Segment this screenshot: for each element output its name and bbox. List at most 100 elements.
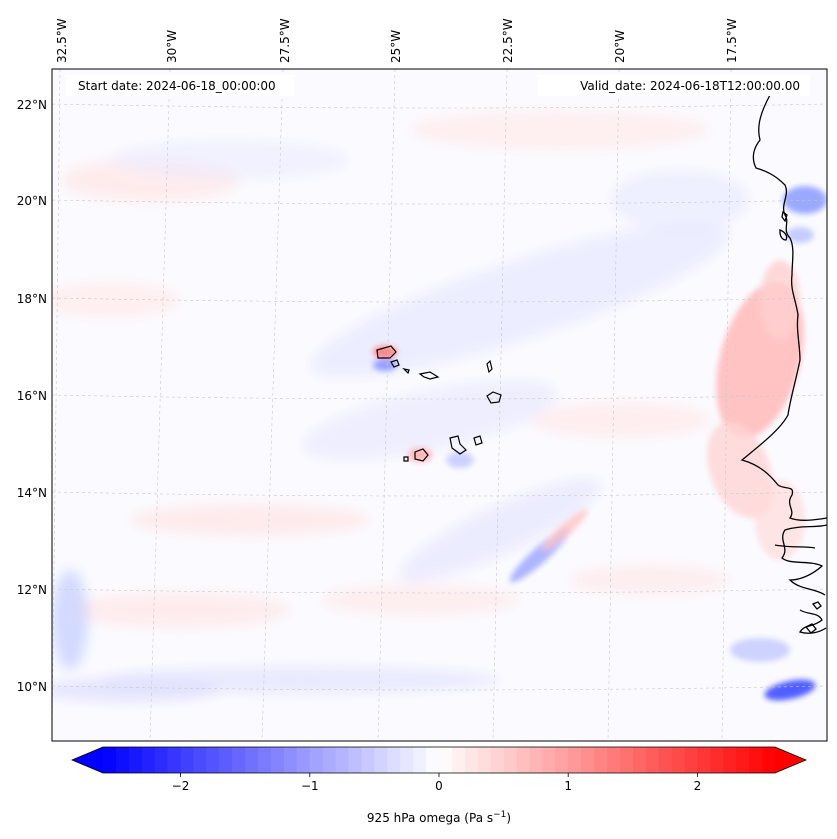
lat-label: 18°N — [17, 292, 47, 306]
colorbar-segment — [439, 747, 453, 773]
colorbar-low-extension — [72, 747, 103, 773]
colorbar-segment — [684, 747, 698, 773]
colorbar-segment — [258, 747, 272, 773]
colorbar-segment — [568, 747, 582, 773]
map-border — [51, 68, 828, 742]
colorbar-segment — [555, 747, 569, 773]
lat-label: 22°N — [17, 98, 47, 112]
island-santa-luzia — [402, 368, 410, 375]
colorbar-segment — [387, 747, 401, 773]
colorbar-segment — [736, 747, 750, 773]
colorbar-segment — [671, 747, 686, 773]
colorbar-segment — [219, 747, 233, 773]
lon-label: 27.5°W — [278, 18, 292, 63]
coast-bijagos-2 — [811, 601, 822, 610]
colorbar-segment — [516, 747, 530, 773]
island-sao-nicolau — [418, 371, 440, 380]
lon-label: 25°W — [389, 30, 403, 63]
graticule — [52, 69, 827, 741]
colorbar-segment — [451, 747, 466, 773]
lat-label: 14°N — [17, 486, 47, 500]
colorbar-segment — [632, 747, 647, 773]
omega-field-background — [52, 110, 750, 702]
valid-date-label: Valid_date: 2024-06-18T12:00:00.00 — [580, 79, 800, 93]
colorbar-segment — [749, 747, 763, 773]
lon-label: 22.5°W — [501, 18, 515, 63]
colorbar-segment — [607, 747, 621, 773]
colorbar-segment — [245, 747, 259, 773]
colorbar-segment — [426, 747, 440, 773]
colorbar-segment — [193, 747, 207, 773]
island-sal — [486, 359, 493, 374]
island-brava — [403, 456, 409, 462]
colorbar-segment — [361, 747, 375, 773]
colorbar-segment — [103, 747, 117, 773]
colorbar-segment — [658, 747, 673, 773]
colorbar-segment — [206, 747, 220, 773]
colorbar-segment — [271, 747, 285, 773]
colorbar-segment — [322, 747, 337, 773]
colorbar-tick-label: 0 — [435, 779, 443, 793]
island-maio — [473, 435, 483, 446]
colorbar-segment — [645, 747, 660, 773]
coast-bissagos — [804, 623, 817, 634]
colorbar-segment — [400, 747, 414, 773]
colorbar-segment — [296, 747, 311, 773]
colorbar-tick-label: 1 — [564, 779, 572, 793]
colorbar-segment — [141, 747, 156, 773]
colorbar-segment — [594, 747, 608, 773]
lon-label: 20°W — [613, 30, 627, 63]
colorbar-label: 925 hPa omega (Pa s−1) — [367, 810, 511, 825]
colorbar-high-extension — [775, 747, 806, 773]
colorbar-segment — [154, 747, 169, 773]
latitude-labels: 22°N 20°N 18°N 16°N 14°N 12°N 10°N — [17, 98, 47, 694]
lat-label: 12°N — [17, 583, 47, 597]
colorbar-segment — [529, 747, 543, 773]
colorbar-segment — [413, 747, 427, 773]
island-fogo — [414, 448, 429, 462]
colorbar-segment — [374, 747, 388, 773]
colorbar-segment — [503, 747, 518, 773]
colorbar-segment — [723, 747, 737, 773]
colorbar-segment — [309, 747, 324, 773]
colorbar-segment — [490, 747, 505, 773]
cabo-verde-islands — [376, 345, 502, 462]
colorbar-outline — [70, 746, 808, 774]
lon-label: 30°W — [165, 30, 179, 63]
colorbar-segment — [180, 747, 194, 773]
island-sao-vicente — [390, 359, 400, 368]
colorbar-segment — [581, 747, 595, 773]
colorbar-segment — [283, 747, 298, 773]
gambia-river — [774, 544, 816, 549]
lat-label: 16°N — [17, 389, 47, 403]
lat-label: 10°N — [17, 680, 47, 694]
colorbar-segment — [542, 747, 556, 773]
colorbar-segment — [477, 747, 492, 773]
colorbar-segment — [710, 747, 724, 773]
colorbar-tick-label: −2 — [172, 779, 190, 793]
africa-coastline — [740, 94, 827, 521]
start-date-box — [66, 75, 294, 96]
island-santo-antao — [376, 345, 397, 359]
colorbar: −2 −1 0 1 2 925 hPa omega (Pa s−1) — [70, 746, 808, 825]
colorbar-segment — [128, 747, 143, 773]
cape-blanc — [781, 210, 788, 223]
colorbar-tick-label: −1 — [301, 779, 319, 793]
colorbar-segment — [115, 747, 130, 773]
lon-label: 17.5°W — [725, 18, 739, 63]
colorbar-segment — [348, 747, 362, 773]
colorbar-segment — [762, 747, 776, 773]
island-boa-vista — [486, 391, 502, 404]
lat-label: 20°N — [17, 194, 47, 208]
colorbar-segment — [335, 747, 350, 773]
coast-south — [781, 524, 827, 596]
map-panel: Start date: 2024-06-18_00:00:00 Valid_da… — [51, 68, 828, 742]
lon-label: 32.5°W — [55, 18, 69, 63]
island-santiago — [449, 435, 467, 455]
start-date-label: Start date: 2024-06-18_00:00:00 — [78, 79, 276, 93]
colorbar-segment — [232, 747, 246, 773]
colorbar-segment — [619, 747, 634, 773]
colorbar-ticks: −2 −1 0 1 2 — [172, 773, 701, 793]
colorbar-segment — [464, 747, 479, 773]
